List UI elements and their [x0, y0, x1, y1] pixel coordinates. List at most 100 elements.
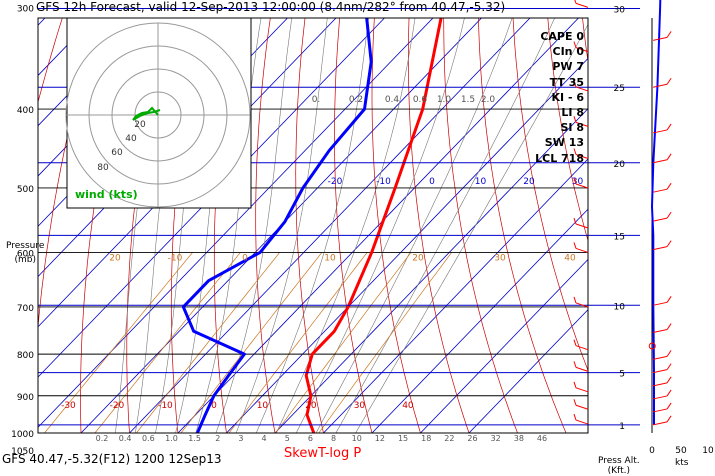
mixing-ratio-label-upper: 0.: [312, 95, 321, 105]
isotherm-label-mid: 20: [412, 253, 424, 263]
dewpoint-profile-line: [181, 18, 373, 433]
mixing-ratio-label-lower: 46: [537, 434, 547, 443]
index-si: SI 8: [488, 121, 584, 134]
chart-footer: GFS 40.47,-5.32(F12) 1200 12Sep13: [2, 452, 222, 466]
mixing-ratio-label-lower: 2: [215, 434, 220, 443]
wind-barb: [573, 242, 589, 253]
isotherm-line: [38, 18, 386, 378]
isotherm-label-upper: 10: [475, 177, 487, 187]
wind-barb: [573, 116, 589, 127]
dry-adiabat-line: [170, 18, 202, 433]
wind-barb: [573, 399, 589, 410]
wind-barb-feather: [574, 0, 577, 4]
mixing-ratio-label-lower: 6: [308, 434, 313, 443]
mixing-ratio-label-lower: 15: [398, 434, 408, 443]
wind-barb-feather: [573, 399, 577, 406]
pressure-axis-label: Pressure (mb): [6, 241, 45, 265]
wind-barb: [573, 41, 589, 53]
altitude-wind-barb-staff: [653, 329, 668, 334]
altitude-wind-barb-feather: [666, 402, 672, 410]
index-name: KI: [551, 90, 568, 104]
altitude-wind-barb-staff: [653, 188, 668, 193]
isotherm-label-mid: 10: [324, 253, 336, 263]
altitude-wind-barb-feather: [666, 182, 672, 190]
wind-barb-staff: [575, 387, 589, 393]
index-name: LCL: [535, 151, 562, 165]
dry-adiabat-line: [295, 18, 324, 433]
mixing-ratio-line: [44, 252, 193, 433]
isotherm-line: [274, 108, 588, 433]
hodograph-ring-label: 80: [97, 163, 109, 173]
altitude-wind-barb-feather: [666, 77, 672, 85]
dry-adiabat-line: [334, 18, 373, 433]
pressure-tick-label: 800: [17, 351, 34, 361]
mixing-ratio-label-lower: 32: [491, 434, 501, 443]
index-name: TT: [549, 75, 569, 89]
pressure-tick-label: 1000: [11, 430, 34, 440]
altitude-wind-barb: [653, 31, 672, 41]
altitude-wind-barb-staff: [653, 369, 668, 374]
altitude-wind-barb-feather: [666, 350, 672, 357]
index-value: 0: [576, 30, 584, 43]
wind-barb-feather: [573, 339, 577, 346]
index-value: 35: [568, 75, 584, 89]
altitude-wind-barb-feather: [666, 123, 672, 131]
isotherm-label-upper: -20: [328, 177, 343, 187]
wind-barb-feather: [573, 177, 577, 185]
mixing-ratio-label-lower: 1.5: [188, 434, 201, 443]
moist-adiabat-line: [355, 23, 588, 433]
mixing-ratio-label-lower: 22: [444, 434, 454, 443]
altitude-wind-barb-feather: [666, 296, 672, 303]
altitude-tick-label: 10: [614, 302, 626, 312]
isotherm-line: [371, 208, 588, 433]
altitude-tick-label: 1: [619, 422, 625, 432]
wind-barb: [573, 148, 589, 159]
index-sw: SW 13: [488, 136, 584, 149]
isotherm-label-lower: -10: [158, 401, 173, 411]
altitude-tick-label: 30: [614, 5, 626, 15]
moist-adiabat-line: [215, 18, 293, 433]
pressure-tick-label: 1050: [11, 447, 34, 457]
isotherm-label-lower: 10: [257, 401, 269, 411]
index-li: LI 8: [488, 106, 584, 119]
isotherm-label-upper: 30: [572, 177, 584, 187]
mixing-ratio-label-lower: 38: [514, 434, 524, 443]
dry-adiabat-line: [408, 18, 470, 433]
index-ki: KI - 6: [488, 91, 584, 104]
index-name: CIn: [552, 45, 577, 59]
hodograph-panel: [66, 17, 252, 209]
index-pw: PW 7: [488, 60, 584, 73]
mixing-ratio-label-upper: 0.2: [349, 95, 363, 105]
altitude-wind-barb-staff: [653, 382, 668, 387]
mixing-ratio-label-lower: 26: [467, 434, 477, 443]
altitude-wind-barb-feather: [666, 153, 672, 161]
altitude-wind-barb-staff: [653, 355, 668, 360]
index-name: SI: [560, 121, 577, 135]
isotherm-label-lower: -20: [110, 401, 125, 411]
hodograph-label: wind (kts): [75, 188, 138, 201]
index-value: 718: [561, 151, 584, 165]
altitude-wind-barb: [653, 389, 672, 400]
index-value: - 6: [567, 90, 584, 104]
index-name: PW: [552, 60, 577, 74]
altitude-wind-barb: [653, 415, 672, 426]
mixing-ratio-label-lower: 10: [352, 434, 362, 443]
altitude-wind-barb: [653, 376, 672, 387]
index-value: 13: [568, 136, 584, 150]
mixing-ratio-label-lower: 3: [238, 434, 243, 443]
mixing-ratio-line: [180, 252, 323, 433]
altitude-wind-barb-feather: [666, 415, 672, 423]
altitude-wind-barb-staff: [653, 129, 668, 134]
index-name: LI: [561, 106, 577, 119]
altitude-wind-barb: [653, 153, 672, 164]
wind-barb-staff: [575, 302, 589, 308]
dry-adiabat-line: [371, 18, 421, 433]
mixing-ratio-line: [135, 252, 280, 433]
isotherm-line: [38, 18, 434, 428]
altitude-wind-barb-staff: [653, 83, 668, 88]
altitude-wind-barb-feather: [666, 240, 672, 247]
pressure-tick-label: 900: [17, 393, 34, 403]
wind-barb-staff: [575, 154, 589, 159]
isotherm-line: [177, 18, 580, 433]
